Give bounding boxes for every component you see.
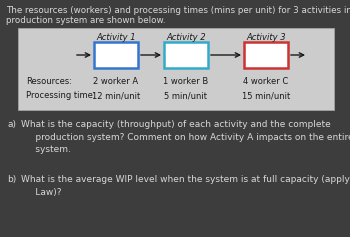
Text: Processing time:: Processing time: bbox=[26, 91, 96, 100]
Text: Resources:: Resources: bbox=[26, 77, 72, 87]
Text: Activity 1: Activity 1 bbox=[96, 33, 136, 42]
Bar bbox=[18, 28, 334, 110]
Text: 15 min/unit: 15 min/unit bbox=[242, 91, 290, 100]
Text: 2 worker A: 2 worker A bbox=[93, 77, 139, 87]
Bar bbox=[94, 42, 138, 68]
Text: What is the average WIP level when the system is at full capacity (apply Littles: What is the average WIP level when the s… bbox=[21, 175, 350, 196]
Text: b): b) bbox=[7, 175, 16, 184]
Text: production system are shown below.: production system are shown below. bbox=[6, 16, 166, 25]
Text: a): a) bbox=[7, 120, 16, 129]
Text: The resources (workers) and processing times (mins per unit) for 3 activities in: The resources (workers) and processing t… bbox=[6, 6, 350, 15]
Text: 5 min/unit: 5 min/unit bbox=[164, 91, 208, 100]
Bar bbox=[164, 42, 208, 68]
Text: 4 worker C: 4 worker C bbox=[243, 77, 289, 87]
Text: 12 min/unit: 12 min/unit bbox=[92, 91, 140, 100]
Bar bbox=[244, 42, 288, 68]
Text: Activity 2: Activity 2 bbox=[166, 33, 206, 42]
Text: Activity 3: Activity 3 bbox=[246, 33, 286, 42]
Text: 1 worker B: 1 worker B bbox=[163, 77, 209, 87]
Text: What is the capacity (throughput) of each activity and the complete
     product: What is the capacity (throughput) of eac… bbox=[21, 120, 350, 154]
